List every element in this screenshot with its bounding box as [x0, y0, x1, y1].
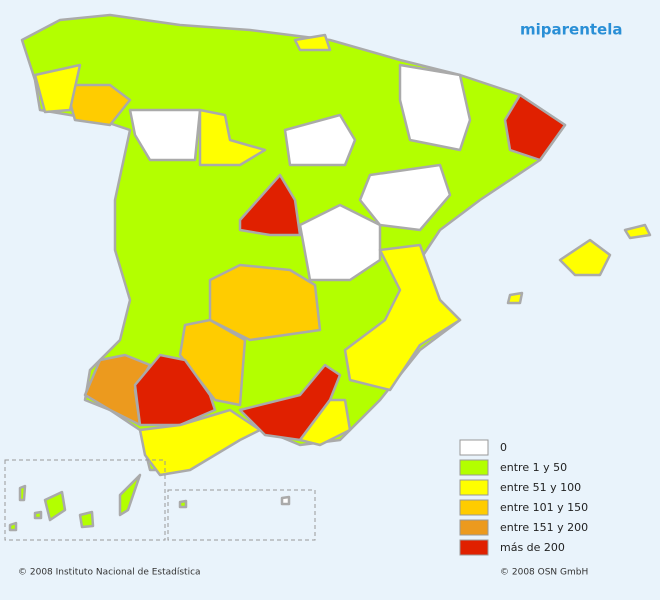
province	[398, 63, 472, 152]
province	[298, 398, 352, 447]
balearic-island	[558, 238, 612, 277]
canary-island	[118, 473, 142, 517]
logo: miparentela	[520, 21, 623, 39]
legend-label: entre 101 y 150	[500, 501, 588, 514]
province	[133, 353, 217, 427]
legend-swatch	[459, 479, 489, 496]
canary-box	[4, 459, 166, 541]
province	[238, 173, 302, 237]
legend-swatch	[459, 539, 489, 556]
province	[238, 363, 342, 442]
legend-label: 0	[500, 441, 507, 454]
province	[343, 243, 462, 392]
province	[128, 108, 202, 162]
melilla	[280, 495, 291, 506]
province	[358, 163, 452, 232]
province	[283, 113, 357, 167]
legend-label: más de 200	[500, 541, 565, 554]
province	[293, 33, 332, 52]
province	[63, 83, 132, 127]
ceuta	[178, 499, 188, 509]
province	[138, 408, 262, 477]
map	[4, 13, 652, 541]
province	[178, 318, 247, 407]
legend-swatch	[459, 499, 489, 516]
canary-island	[8, 521, 18, 532]
legend-swatch	[459, 519, 489, 536]
province	[503, 93, 567, 162]
canary-island	[33, 510, 43, 520]
balearic-island	[506, 291, 524, 305]
legend-label: entre 51 y 100	[500, 481, 581, 494]
legend-swatch	[459, 459, 489, 476]
legend-swatch	[459, 439, 489, 456]
legend-label: entre 1 y 50	[500, 461, 567, 474]
footer-right: © 2008 OSN GmbH	[500, 568, 588, 578]
legend-label: entre 151 y 200	[500, 521, 588, 534]
ceuta-melilla-box	[167, 489, 316, 541]
canary-island	[78, 510, 95, 529]
legend: 0 entre 1 y 50 entre 51 y 100 entre 101 y 1…	[459, 439, 588, 556]
province	[198, 108, 267, 167]
footer-left: © 2008 Instituto Nacional de Estadística	[18, 568, 201, 578]
canary-island	[43, 490, 67, 522]
province	[33, 63, 82, 114]
canary-island	[18, 484, 27, 502]
province	[298, 203, 382, 282]
balearic-island	[623, 223, 652, 240]
